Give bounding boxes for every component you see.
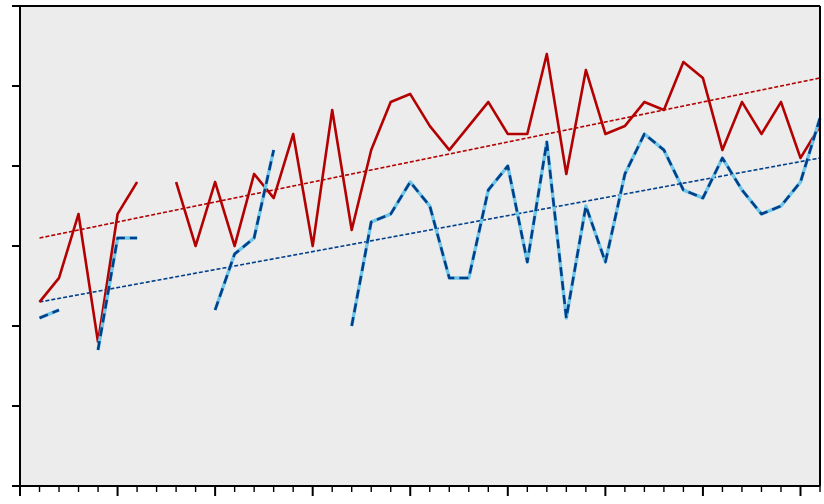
series-2-segment-2 [96, 236, 138, 351]
y-ticks [12, 5, 20, 487]
series-lines [38, 52, 822, 351]
x-ticks [19, 486, 821, 496]
series-1-segment-2 [174, 52, 822, 248]
trendline-1 [39, 77, 821, 239]
trendline-2 [39, 157, 821, 303]
plot-area [20, 6, 820, 486]
series-2-segment-3 [213, 149, 275, 311]
series-1-segment-1 [38, 181, 139, 344]
series-2-segment-1 [39, 308, 60, 320]
trendlines [39, 77, 821, 303]
series-2-glow-5 [350, 117, 822, 327]
